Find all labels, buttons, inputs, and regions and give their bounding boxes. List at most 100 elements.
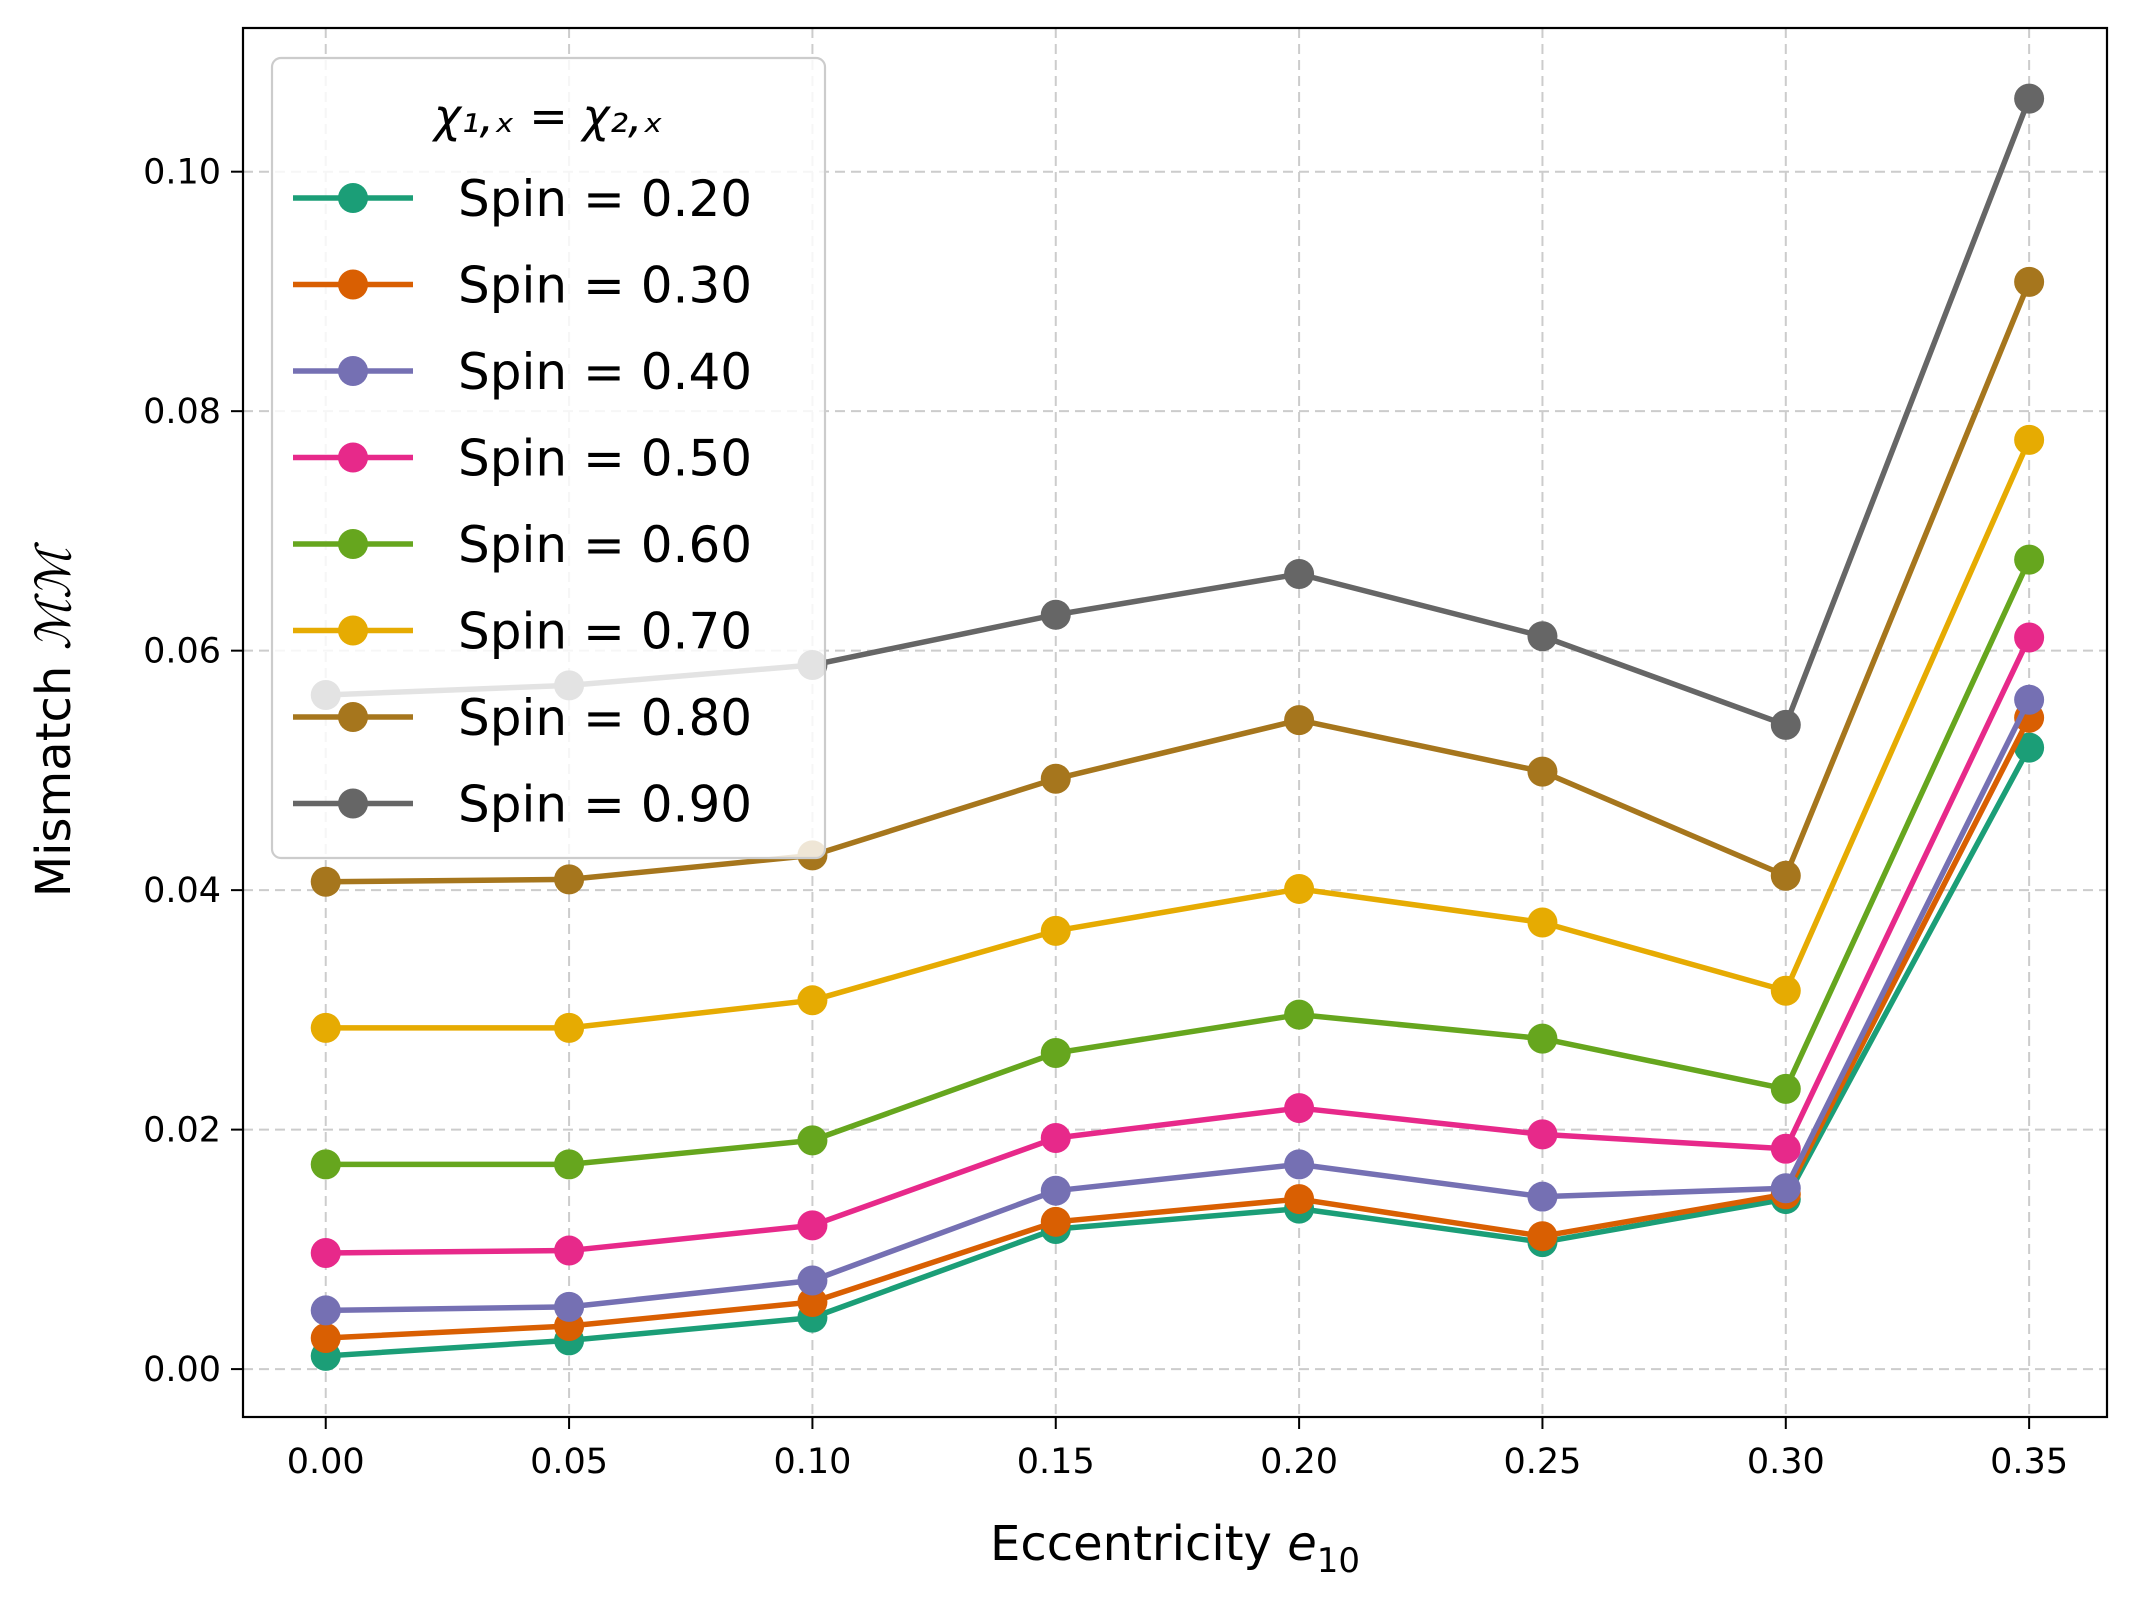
x-axis-title-text: Eccentricity	[990, 1516, 1272, 1572]
data-point-s0-7	[2014, 732, 2045, 763]
data-point-s4-3	[1040, 1037, 1071, 1068]
data-point-s3-2	[797, 1210, 828, 1241]
data-point-s1-3	[1040, 1206, 1071, 1237]
legend-label-0: Spin = 0.20	[458, 170, 752, 228]
data-point-s3-1	[554, 1235, 585, 1266]
data-point-s5-7	[2014, 424, 2045, 455]
x-axis-title: Eccentricity e10	[990, 1516, 1360, 1581]
data-point-s1-0	[310, 1322, 341, 1353]
data-point-s4-6	[1770, 1073, 1801, 1104]
data-point-s3-5	[1527, 1119, 1558, 1150]
x-tick-label-4: 0.20	[1260, 1442, 1338, 1482]
data-point-s5-0	[310, 1012, 341, 1043]
data-point-s6-0	[310, 866, 341, 897]
data-point-s2-7	[2014, 684, 2045, 715]
x-axis-title-subscript: 10	[1317, 1541, 1360, 1581]
data-point-s5-1	[554, 1012, 585, 1043]
legend-marker-3	[338, 442, 368, 473]
data-point-s6-4	[1284, 705, 1315, 736]
legend: χ₁,ₓ = χ₂,ₓ Spin = 0.20 Spin = 0.30 Spin = …	[270, 56, 827, 860]
axes: 0.00 0.05 0.10 0.15 0.20 0.25 0.30 0.35 0.00 0.02…	[26, 26, 2109, 1581]
series-line-5	[325, 438, 2032, 1031]
data-point-s1-4	[1284, 1184, 1315, 1215]
data-point-s1-2	[797, 1287, 828, 1318]
data-point-s2-3	[1040, 1175, 1071, 1206]
data-point-s6-5	[1527, 756, 1558, 787]
legend-label-4: Spin = 0.60	[458, 516, 752, 574]
x-tick-label-2: 0.10	[773, 1442, 851, 1482]
y-tick-label-3: 0.06	[143, 632, 221, 672]
data-point-s4-1	[554, 1149, 585, 1180]
y-axis-title: Mismatch ℳℳ	[26, 541, 82, 897]
series-5	[310, 424, 2045, 1043]
data-point-s5-5	[1527, 907, 1558, 938]
x-tick-label-1: 0.05	[530, 1442, 608, 1482]
legend-marker-5	[338, 615, 368, 646]
data-point-s5-2	[797, 985, 828, 1016]
legend-label-2: Spin = 0.40	[458, 343, 752, 401]
legend-entry-7: Spin = 0.90	[293, 776, 752, 834]
data-point-s6-6	[1770, 860, 1801, 891]
legend-marker-0	[338, 183, 368, 213]
legend-marker-2	[338, 356, 368, 386]
legend-entry-4: Spin = 0.60	[293, 516, 752, 574]
y-tick-label-5: 0.10	[143, 153, 221, 193]
legend-title: χ₁,ₓ = χ₂,ₓ	[431, 89, 663, 143]
data-point-s5-4	[1284, 873, 1315, 904]
y-tick-label-2: 0.04	[143, 871, 221, 911]
legend-label-6: Spin = 0.80	[458, 689, 752, 747]
series-line-6	[325, 280, 2032, 885]
legend-entry-1: Spin = 0.30	[293, 257, 752, 315]
x-axis-title-symbol: e	[1287, 1516, 1317, 1572]
x-axis-title-space	[1272, 1516, 1287, 1572]
data-point-s1-5	[1527, 1221, 1558, 1252]
legend-label-1: Spin = 0.30	[458, 257, 752, 315]
legend-marker-7	[338, 788, 368, 819]
data-point-s7-7	[2014, 83, 2045, 114]
data-point-s7-5	[1527, 621, 1558, 652]
legend-entry-0: Spin = 0.20	[293, 170, 752, 228]
data-point-s7-6	[1770, 709, 1801, 740]
y-tick-label-0: 0.00	[143, 1350, 221, 1390]
data-point-s4-7	[2014, 544, 2045, 575]
y-axis-title-symbol: ℳℳ	[26, 541, 82, 650]
legend-label-7: Spin = 0.90	[458, 776, 752, 834]
series-2	[310, 684, 2045, 1326]
x-tick-label-3: 0.15	[1017, 1442, 1095, 1482]
legend-entry-5: Spin = 0.70	[293, 603, 752, 661]
x-tick-label-7: 0.35	[1990, 1442, 2068, 1482]
data-point-s2-0	[310, 1295, 341, 1326]
y-axis-title-text: Mismatch	[26, 666, 82, 898]
data-point-s4-2	[797, 1125, 828, 1156]
data-point-s4-5	[1527, 1023, 1558, 1054]
legend-label-3: Spin = 0.50	[458, 430, 752, 488]
data-point-s6-1	[554, 864, 585, 895]
series-line-2	[325, 698, 2032, 1314]
data-point-s5-6	[1770, 975, 1801, 1006]
data-point-s3-0	[310, 1237, 341, 1268]
data-point-s6-3	[1040, 763, 1071, 794]
series-3	[310, 622, 2045, 1268]
y-axis-title-space	[26, 650, 82, 665]
legend-box	[270, 56, 827, 860]
x-tick-label-6: 0.30	[1747, 1442, 1825, 1482]
data-point-s2-5	[1527, 1181, 1558, 1212]
data-point-s3-6	[1770, 1133, 1801, 1164]
legend-entry-6: Spin = 0.80	[293, 689, 752, 747]
legend-marker-4	[338, 529, 368, 559]
data-point-s2-4	[1284, 1149, 1315, 1180]
data-point-s4-0	[310, 1149, 341, 1180]
series-lines	[310, 83, 2045, 1371]
y-tick-label-4: 0.08	[143, 392, 221, 432]
series-4	[310, 544, 2045, 1180]
data-point-s5-3	[1040, 915, 1071, 946]
data-point-s4-4	[1284, 999, 1315, 1030]
legend-marker-6	[338, 702, 368, 732]
legend-entry-3: Spin = 0.50	[293, 430, 752, 488]
data-point-s3-7	[2014, 622, 2045, 653]
series-line-1	[325, 716, 2032, 1341]
series-line-4	[325, 558, 2032, 1168]
legend-label-5: Spin = 0.70	[458, 603, 752, 661]
data-point-s7-4	[1284, 559, 1315, 590]
